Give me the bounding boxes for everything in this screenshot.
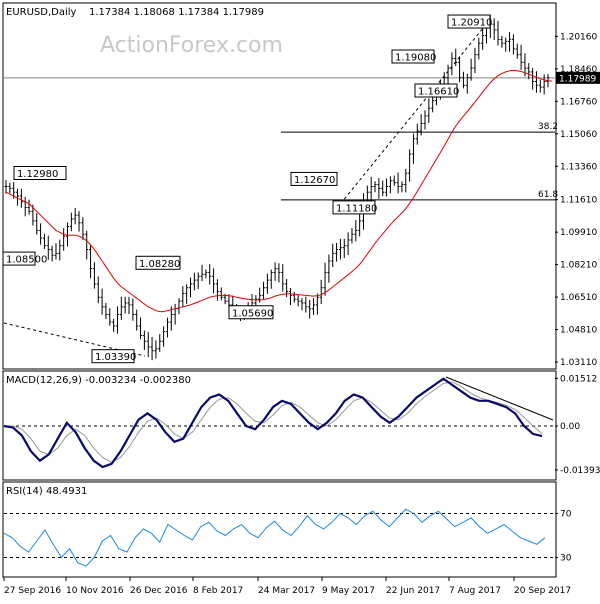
macd-tick-label: 0.00: [560, 422, 580, 432]
macd-layer: 0.01512 0.00 -0.013938: [3, 374, 600, 476]
last-price-badge: [556, 71, 600, 84]
x-tick-label: 26 Dec 2016: [130, 586, 188, 596]
rsi-title: RSI(14) 48.4931: [6, 486, 87, 497]
price-annotation-label: 1.05690: [232, 308, 273, 319]
x-tick-label: 22 Jun 2017: [386, 586, 440, 596]
price-axis: 1.20160 1.18460 1.16760 1.15060 1.13360 1.116…: [555, 32, 600, 368]
x-tick-label: 20 Sep 2017: [514, 586, 571, 596]
x-tick-label: 9 May 2017: [322, 586, 375, 596]
price-annotation-box: [91, 349, 135, 364]
price-tick-label: 1.08210: [560, 261, 597, 271]
last-price-label: 1.17989: [559, 74, 596, 84]
macd-tick-label: -0.013938: [560, 466, 600, 476]
price-tick-label: 1.09910: [560, 228, 597, 238]
macd-tick-label: 0.01512: [560, 374, 597, 384]
price-annotation-label: 1.11180: [336, 203, 377, 214]
price-annotation-box: [391, 49, 435, 64]
price-annotation-box: [290, 171, 338, 186]
price-tick-label: 1.18460: [560, 65, 597, 75]
price-annotation-box: [228, 305, 274, 320]
price-tick-label: 1.13360: [560, 162, 597, 172]
rsi-panel-frame: [2, 481, 557, 578]
price-annotation-label: 1.08280: [139, 259, 180, 270]
price-tick-label: 1.11610: [560, 196, 597, 206]
price-annotation-label: 1.19080: [395, 52, 436, 63]
price-annotation-label: 1.12670: [294, 175, 335, 186]
price-annotation-box: [332, 200, 376, 215]
price-annotation-label: 1.12980: [17, 169, 58, 180]
macd-line: [3, 377, 543, 469]
price-annotation-box: [13, 166, 67, 181]
symbol-title: EURUSD,Daily: [6, 7, 77, 18]
x-tick-label: 10 Nov 2016: [66, 586, 124, 596]
rsi-tick-label: 70: [560, 510, 572, 520]
rsi-line: [3, 508, 546, 567]
price-annotation-label: 1.20910: [451, 18, 492, 29]
price-annotation-label: 1.16610: [418, 86, 459, 97]
price-annotation-box: [2, 251, 36, 266]
rsi-layer: 70 30: [3, 508, 572, 567]
price-annotation-box: [447, 14, 491, 29]
price-tick-label: 1.03110: [560, 358, 597, 368]
macd-title: MACD(12,26,9) -0.003234 -0.002380: [6, 375, 191, 386]
price-tick-label: 1.15060: [560, 130, 597, 140]
ohlc-readout: 1.17384 1.18068 1.17384 1.17989: [89, 7, 264, 18]
macd-signal-line: [4, 381, 543, 463]
moving-average-line: [5, 69, 552, 313]
macd-trendline: [445, 376, 554, 421]
rally-trendline: [332, 21, 489, 214]
fib-label: 38.2: [538, 122, 558, 132]
price-tick-label: 1.04810: [560, 326, 597, 336]
price-annotation-label: 1.03390: [95, 352, 136, 363]
price-annotation-box: [135, 255, 181, 270]
x-tick-label: 7 Aug 2017: [449, 586, 501, 596]
price-panel-frame: [2, 2, 557, 370]
fib-label: 61.8: [538, 190, 558, 200]
rsi-tick-label: 30: [560, 553, 572, 563]
x-tick-label: 8 Feb 2017: [193, 586, 243, 596]
price-layer: 38.2 61.8 1.20910 1.19080 1.16610 1.12980 1.12…: [2, 14, 558, 364]
x-tick-label: 24 Mar 2017: [258, 586, 315, 596]
price-tick-label: 1.06510: [560, 293, 597, 303]
price-tick-label: 1.16760: [560, 97, 597, 107]
x-tick-label: 27 Sep 2016: [4, 586, 61, 596]
price-annotation-label: 1.08500: [6, 255, 47, 266]
price-tick-label: 1.20160: [560, 32, 597, 42]
watermark: ActionForex.com: [100, 33, 283, 58]
price-annotation-box: [414, 83, 458, 98]
x-axis: 27 Sep 2016 10 Nov 2016 26 Dec 2016 8 Feb 2…: [3, 577, 571, 596]
